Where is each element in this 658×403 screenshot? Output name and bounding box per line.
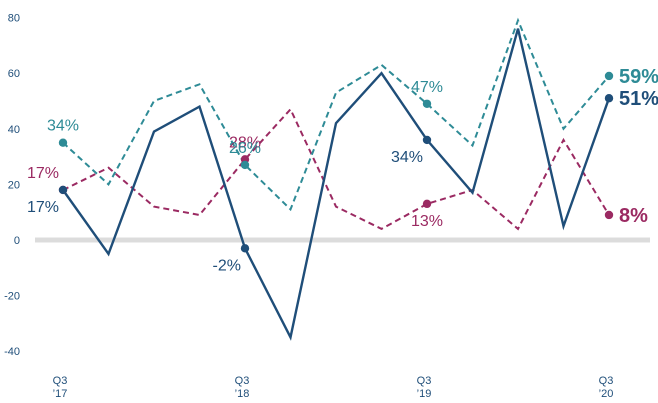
point-marker-magenta <box>422 199 432 209</box>
data-label-teal: 34% <box>47 118 79 135</box>
x-tick-year: ’20 <box>599 388 614 400</box>
series-line-teal <box>62 17 610 212</box>
y-tick-label: 80 <box>8 13 20 25</box>
x-tick-year: ’18 <box>235 388 250 400</box>
y-tick-label: 20 <box>8 179 20 191</box>
point-marker-teal <box>240 160 250 170</box>
series-line-magenta <box>62 107 610 231</box>
x-tick-label: Q3 <box>235 375 250 387</box>
data-label-navy: 34% <box>391 149 423 166</box>
end-label-teal: 59% <box>619 66 658 88</box>
point-marker-navy <box>58 185 68 195</box>
y-tick-label: 40 <box>8 124 20 136</box>
data-label-magenta: 13% <box>411 213 443 230</box>
data-label-navy: 17% <box>27 199 59 216</box>
point-marker-navy <box>422 135 432 145</box>
x-tick-label: Q3 <box>53 375 68 387</box>
y-tick-label: -40 <box>4 346 20 358</box>
data-label-magenta: 28% <box>229 134 261 151</box>
x-tick-year: ’19 <box>417 388 432 400</box>
x-tick-year: ’17 <box>53 388 68 400</box>
point-marker-navy <box>240 244 250 253</box>
y-tick-label: -20 <box>4 291 20 303</box>
data-label-teal: 47% <box>411 79 443 96</box>
y-tick-label: 0 <box>14 235 20 247</box>
series-markers <box>58 71 614 253</box>
data-label-magenta: 17% <box>27 165 59 182</box>
end-label-navy: 51% <box>619 88 658 110</box>
data-label-navy: -2% <box>213 257 241 274</box>
point-marker-teal <box>422 99 432 108</box>
x-tick-label: Q3 <box>417 375 432 387</box>
point-marker-teal <box>604 71 614 81</box>
series-lines <box>62 17 611 341</box>
end-label-magenta: 8% <box>619 205 648 227</box>
y-tick-label: 60 <box>8 68 20 80</box>
data-labels: 17% 28% 13% 8% 34% 26% 47% 59% 17% -2% 34% 51% <box>27 66 658 274</box>
series-line-navy <box>62 28 611 341</box>
data-label-teal: 26% <box>229 140 261 157</box>
point-marker-teal <box>58 138 68 147</box>
point-marker-navy <box>604 94 614 103</box>
x-tick-label: Q3 <box>599 375 614 387</box>
point-marker-magenta <box>604 210 614 220</box>
